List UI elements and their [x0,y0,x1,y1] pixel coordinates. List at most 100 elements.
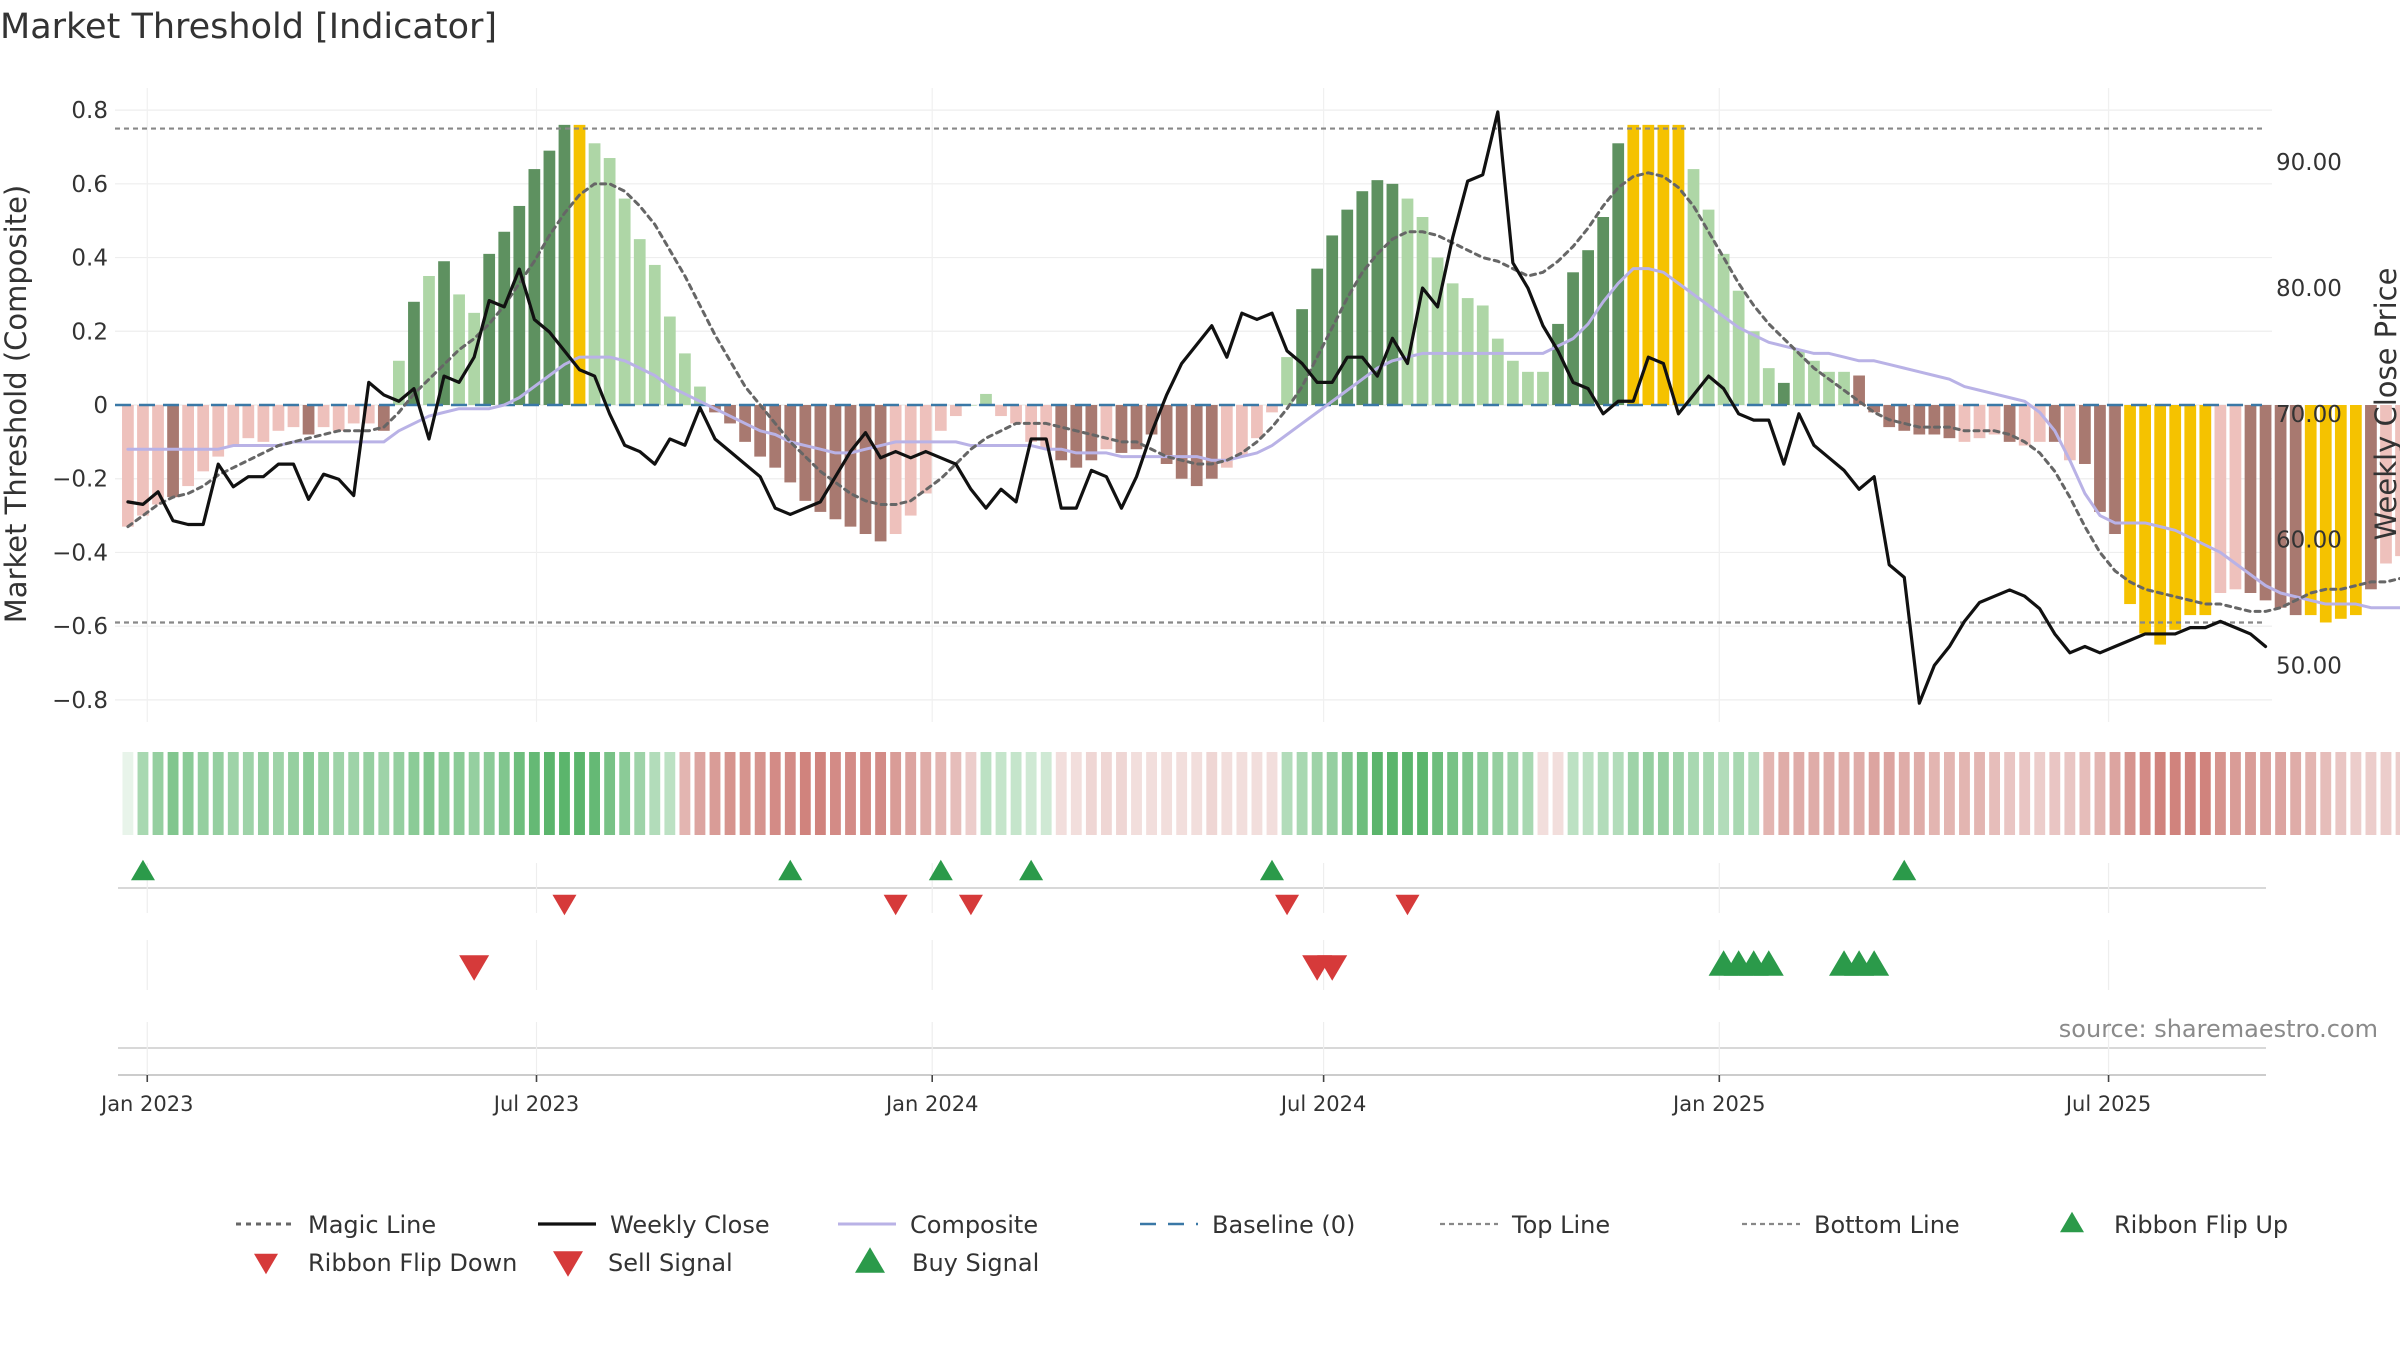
composite-bar [242,405,255,439]
composite-bar [347,405,360,424]
ribbon-cell [1959,752,1970,835]
ribbon-cell [1778,752,1790,835]
ribbon-cell [2275,752,2287,835]
legend-item-close: Weekly Close [538,1211,770,1239]
ribbon-cell [1025,752,1037,835]
ribbon-cell [1131,752,1142,835]
ribbon-cell [2139,752,2151,835]
composite-bar [1266,405,1278,413]
composite-bar [528,169,541,405]
ribbon-cell [2004,752,2016,835]
composite-bar [2139,405,2151,634]
legend-label: Buy Signal [912,1249,1039,1277]
legend-swatch-sell [553,1251,583,1277]
ribbon-cell [1733,752,1745,835]
left-tick-label: 0.8 [71,98,108,124]
ribbon-cell [2049,752,2061,835]
ribbon-cell [1793,752,1805,835]
ribbon-cell [1898,752,1910,835]
composite-bar [272,405,285,431]
composite-bar [1130,405,1143,450]
composite-bar [919,405,932,494]
composite-bar [543,150,556,405]
ribbon-cell [860,752,871,835]
ribbon-flip-up-marker [130,859,155,881]
ribbon-cell [1703,752,1714,835]
composite-bar [1597,217,1610,405]
buy-signal-marker [1753,950,1784,976]
ribbon-cell [604,752,616,835]
ribbon-cell [950,752,962,835]
sell-signal-marker [459,955,490,981]
ribbon-cell [1763,752,1775,835]
composite-bar [453,294,465,405]
composite-bar [1296,309,1308,405]
composite-bar [1446,283,1459,405]
composite-bar [122,405,134,527]
ribbon-cell [1447,752,1459,835]
ribbon-cell [769,752,781,835]
composite-bar [2124,405,2136,605]
left-tick-label: 0 [93,393,108,419]
composite-bar [1386,183,1399,405]
composite-bar [2199,405,2212,616]
ribbon-cell [2365,752,2377,835]
ribbon-cell [2154,752,2166,835]
date-tick-label: Jul 2025 [2064,1092,2151,1116]
legend-item-flip_up: Ribbon Flip Up [2060,1211,2288,1239]
legend-item-sell: Sell Signal [553,1249,733,1277]
composite-bar [1913,405,1926,435]
composite-bar [784,405,797,483]
ribbon-cell [1868,752,1880,835]
legend-item-composite: Composite [838,1211,1038,1239]
composite-bar [679,353,691,405]
ribbon-cell [423,752,435,835]
ribbon-flip-down-marker [1275,894,1300,916]
date-axis: Jan 2023 Jul 2023 Jan 2024 Jul 2024 Jan 2025… [99,1075,2151,1116]
ribbon-cell [694,752,706,835]
left-tick-label: −0.8 [52,688,108,714]
ribbon-cell [589,752,600,835]
legend-label: Bottom Line [1814,1211,1960,1239]
ribbon-cell [273,752,284,835]
ribbon-cell [1161,752,1173,835]
ribbon-cell [1989,752,2000,835]
left-tick-label: 0.4 [71,246,108,272]
composite-bar [182,405,194,487]
ribbon-cell [2260,752,2271,835]
ribbon-cell [167,752,179,835]
legend-item-buy: Buy Signal [855,1247,1039,1277]
composite-bar [1506,360,1519,405]
composite-bar [2334,405,2347,619]
composite-bar [2214,405,2227,593]
composite-bar [2289,405,2302,616]
composite-bar [603,158,616,405]
ribbon-cell [408,752,420,835]
composite-bar [1220,405,1233,468]
ribbon-cell [1582,752,1594,835]
legend: Magic Line Weekly Close Composite Baseline … [236,1211,2288,1277]
right-tick-label: 70.00 [2276,402,2342,428]
right-tick-label: 80.00 [2276,276,2342,302]
legend-item-flip_down: Ribbon Flip Down [254,1249,517,1277]
composite-bar [1341,209,1354,405]
composite-bar [1522,371,1534,405]
right-y-axis: 90.00 80.00 70.00 60.00 50.00 [2276,150,2342,679]
composite-bar [1491,338,1504,405]
composite-bar [317,405,330,428]
composite-bar [2304,405,2317,616]
composite-bar [1281,357,1293,405]
ribbon-cell [2124,752,2136,835]
composite-bar [1973,405,1986,439]
composite-bar [1160,405,1173,464]
composite-bar [2319,405,2332,623]
composite-bar [2169,405,2182,630]
composite-bar [694,386,706,405]
ribbon-cell [1387,752,1398,835]
ribbon-cell [197,752,209,835]
composite-bar [2109,405,2121,535]
composite-bar [904,405,917,516]
ribbon-flip-up-marker [1892,859,1917,881]
date-tick-label: Jan 2025 [1671,1092,1766,1116]
ribbon-cell [1055,752,1067,835]
